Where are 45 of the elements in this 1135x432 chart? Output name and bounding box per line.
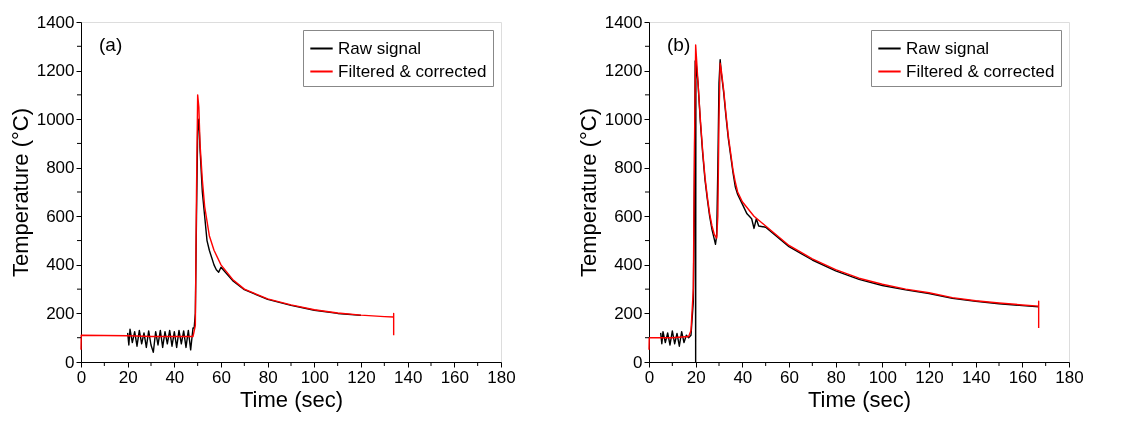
- annotation: (b): [667, 34, 691, 55]
- legend-label: Raw signal: [338, 38, 422, 58]
- x-tick-label: 100: [300, 367, 330, 387]
- y-tick-label: 0: [65, 352, 75, 372]
- x-tick-label: 20: [118, 367, 138, 387]
- y-tick-label: 800: [46, 158, 75, 178]
- x-tick-label: 140: [961, 367, 991, 387]
- legend-label: Filtered & corrected: [906, 61, 1055, 81]
- y-tick-label: 1400: [36, 12, 75, 32]
- x-axis-title: Time (sec): [239, 386, 344, 412]
- x-tick-label: 160: [1008, 367, 1038, 387]
- y-tick-label: 1400: [604, 12, 643, 32]
- x-tick-label: 180: [1055, 367, 1084, 387]
- y-tick-label: 1200: [604, 61, 643, 81]
- y-tick-label: 400: [46, 255, 75, 275]
- annotation: (a): [99, 34, 123, 55]
- x-tick-label: 100: [868, 367, 898, 387]
- x-tick-label: 60: [212, 367, 231, 387]
- x-tick-label: 80: [258, 367, 278, 387]
- y-tick-label: 1000: [36, 109, 75, 129]
- y-tick-label: 1000: [604, 109, 643, 129]
- y-axis-title: Temperature (°C): [7, 108, 33, 277]
- x-tick-label: 140: [393, 367, 423, 387]
- y-tick-label: 800: [614, 158, 643, 178]
- x-tick-label: 160: [440, 367, 470, 387]
- y-tick-label: 200: [614, 303, 643, 323]
- y-tick-label: 400: [614, 255, 643, 275]
- y-axis-title: Temperature (°C): [575, 108, 601, 277]
- y-tick-label: 200: [46, 303, 75, 323]
- y-tick-label: 600: [46, 206, 75, 226]
- x-axis-title: Time (sec): [807, 386, 912, 412]
- x-tick-label: 40: [165, 367, 185, 387]
- y-tick-label: 0: [633, 352, 643, 372]
- x-tick-label: 80: [826, 367, 846, 387]
- y-tick-label: 600: [614, 206, 643, 226]
- legend-label: Raw signal: [906, 38, 990, 58]
- legend-label: Filtered & corrected: [338, 61, 487, 81]
- y-tick-label: 1200: [36, 61, 75, 81]
- line-series: [80, 94, 395, 351]
- x-tick-label: 60: [780, 367, 799, 387]
- x-tick-label: 120: [915, 367, 944, 387]
- x-tick-label: 180: [487, 367, 516, 387]
- x-tick-label: 120: [347, 367, 376, 387]
- x-tick-label: 20: [686, 367, 706, 387]
- x-tick-label: 40: [733, 367, 753, 387]
